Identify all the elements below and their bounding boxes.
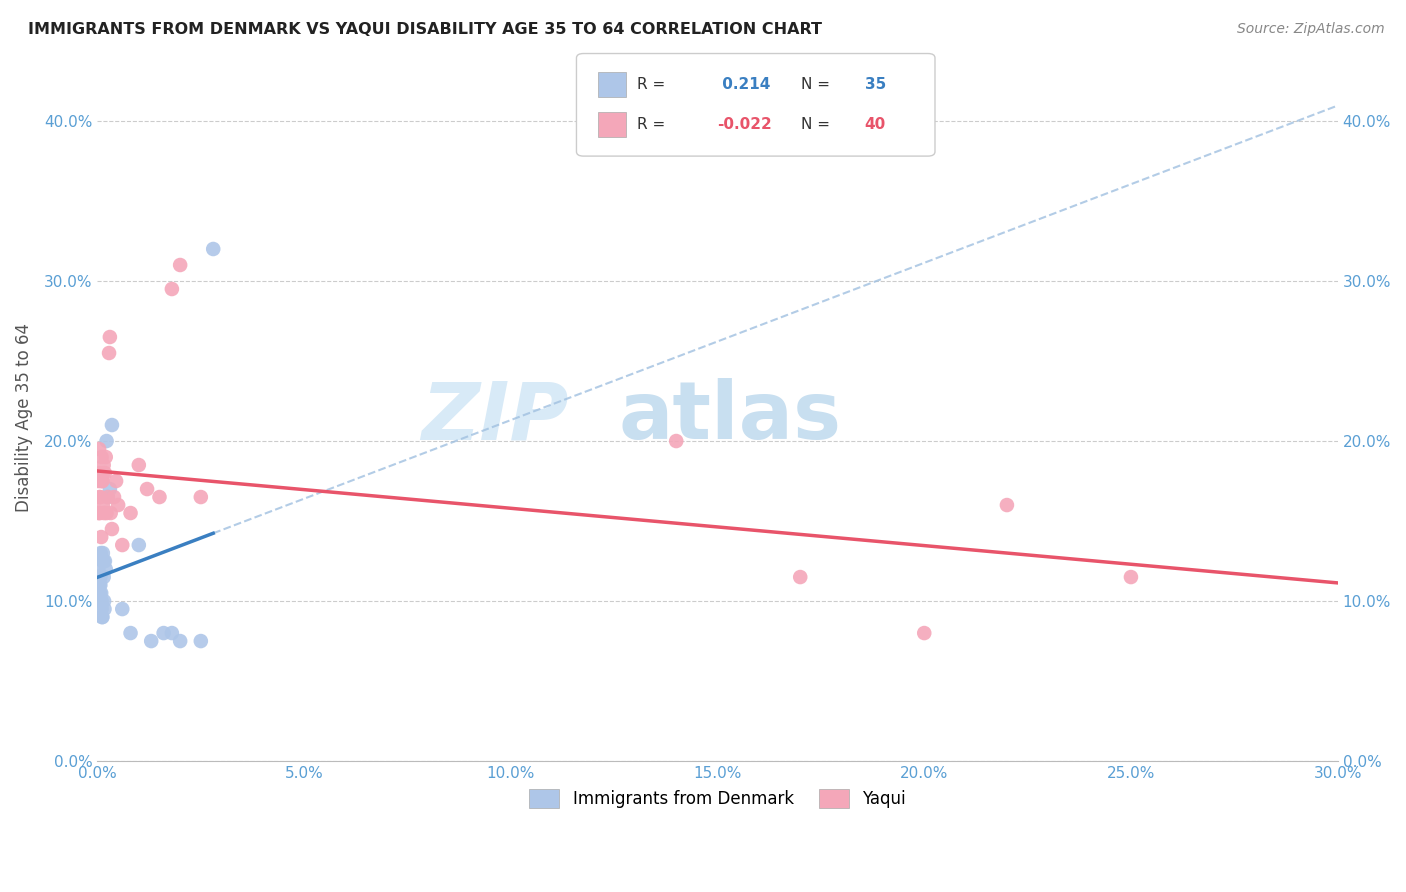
Point [100, 506, 122, 520]
Point [98, 482, 121, 496]
Point [89, 578, 111, 592]
Point [94, 450, 117, 464]
Point [93, 570, 115, 584]
Point [98, 330, 121, 344]
Point [90, 594, 112, 608]
Point [89, 578, 111, 592]
Text: Source: ZipAtlas.com: Source: ZipAtlas.com [1237, 22, 1385, 37]
Point [93, 594, 115, 608]
Point [91, 474, 114, 488]
Point [789, 570, 811, 584]
Point [90, 586, 112, 600]
Point [89, 466, 111, 480]
Point [93, 602, 115, 616]
Point [87, 570, 110, 584]
Point [91, 466, 114, 480]
Point [90, 530, 112, 544]
Point [89, 586, 111, 600]
Point [87, 562, 110, 576]
Point [91, 554, 114, 568]
Point [89, 442, 111, 456]
Point [1119, 570, 1142, 584]
Point [103, 490, 125, 504]
Point [120, 626, 142, 640]
Text: N =: N = [801, 118, 831, 132]
Point [160, 626, 183, 640]
Text: -0.022: -0.022 [717, 118, 772, 132]
Point [169, 258, 191, 272]
Text: 40: 40 [865, 118, 886, 132]
Point [97, 490, 120, 504]
Point [101, 522, 124, 536]
Point [89, 570, 111, 584]
Point [111, 602, 134, 616]
Point [202, 242, 225, 256]
Point [105, 474, 128, 488]
Text: R =: R = [637, 78, 665, 92]
Point [91, 610, 114, 624]
Text: 35: 35 [865, 78, 886, 92]
Point [93, 458, 115, 472]
Point [169, 634, 191, 648]
Point [160, 282, 183, 296]
Point [90, 474, 112, 488]
Text: 0.214: 0.214 [717, 78, 770, 92]
Point [89, 570, 111, 584]
Legend: Immigrants from Denmark, Yaqui: Immigrants from Denmark, Yaqui [523, 782, 912, 814]
Point [94, 466, 117, 480]
Text: ZIP: ZIP [422, 378, 569, 456]
Point [90, 450, 112, 464]
Point [912, 626, 935, 640]
Point [107, 498, 129, 512]
Point [190, 490, 212, 504]
Point [96, 434, 118, 448]
Point [152, 626, 174, 640]
Point [91, 498, 114, 512]
Point [89, 490, 111, 504]
Point [90, 602, 112, 616]
Point [995, 498, 1018, 512]
Point [90, 546, 112, 560]
Point [94, 554, 117, 568]
Point [91, 474, 114, 488]
Point [87, 474, 110, 488]
Point [93, 554, 115, 568]
Point [120, 506, 142, 520]
Point [128, 458, 150, 472]
Point [97, 490, 120, 504]
Point [190, 634, 212, 648]
Text: N =: N = [801, 78, 831, 92]
Point [136, 482, 159, 496]
Point [87, 506, 110, 520]
Point [128, 538, 150, 552]
Y-axis label: Disability Age 35 to 64: Disability Age 35 to 64 [15, 323, 32, 511]
Point [101, 417, 124, 432]
Point [98, 346, 121, 360]
Point [665, 434, 688, 448]
Point [141, 634, 163, 648]
Text: atlas: atlas [619, 378, 841, 456]
Point [89, 490, 111, 504]
Point [89, 506, 111, 520]
Text: IMMIGRANTS FROM DENMARK VS YAQUI DISABILITY AGE 35 TO 64 CORRELATION CHART: IMMIGRANTS FROM DENMARK VS YAQUI DISABIL… [28, 22, 823, 37]
Point [96, 506, 118, 520]
Point [148, 490, 170, 504]
Point [91, 546, 114, 560]
Point [90, 594, 112, 608]
Point [111, 538, 134, 552]
Point [93, 506, 115, 520]
Point [94, 562, 117, 576]
Point [91, 610, 114, 624]
Text: R =: R = [637, 118, 665, 132]
